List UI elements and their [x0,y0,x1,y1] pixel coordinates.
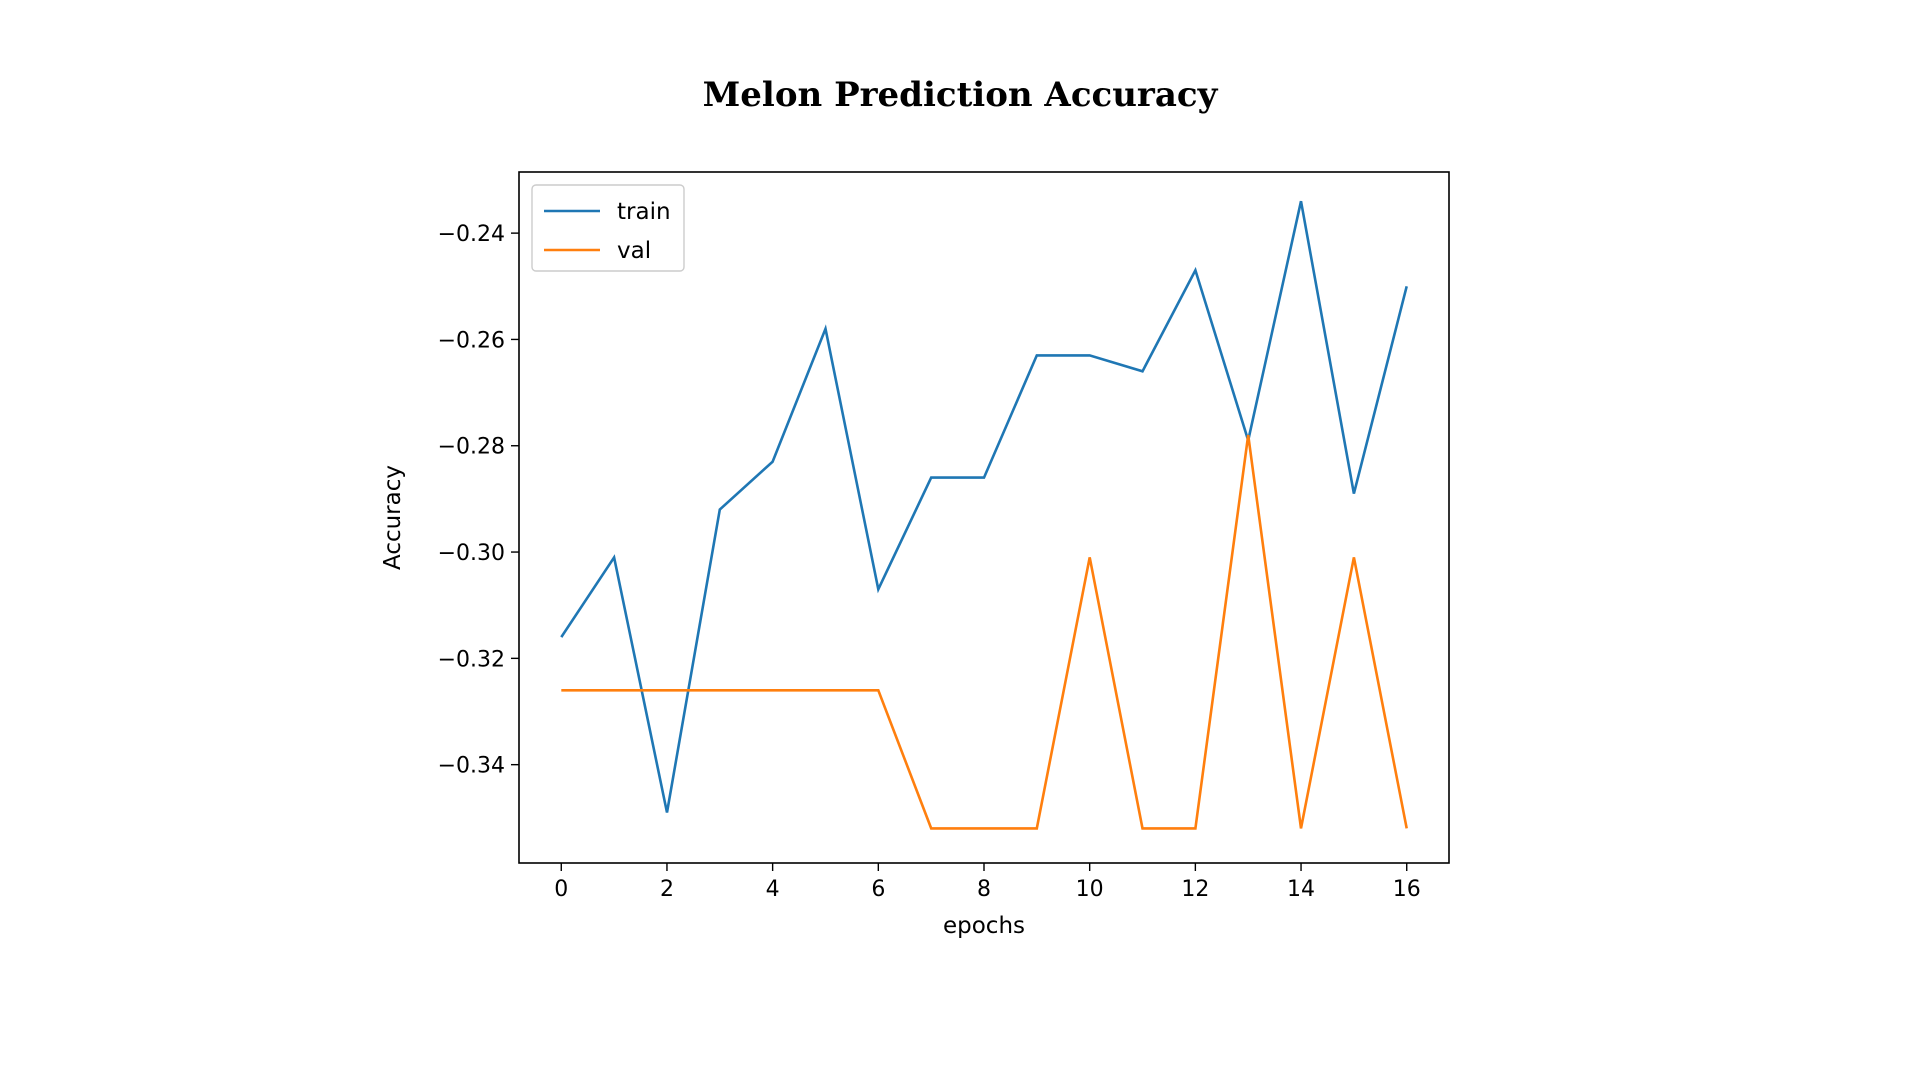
x-tick-label: 8 [977,877,991,902]
legend-box [531,184,685,272]
x-tick-label: 4 [766,877,780,902]
x-tick-label: 0 [554,877,568,902]
y-axis-label: Accuracy [380,465,406,570]
legend-label-val: val [617,238,651,264]
y-tick-label: −0.34 [438,754,505,779]
x-tick-label: 12 [1181,877,1209,902]
x-tick-label: 16 [1393,877,1421,902]
legend-label-train: train [617,199,671,225]
plot-frame [518,171,1450,864]
y-tick-label: −0.26 [438,328,505,353]
y-tick-label: −0.24 [438,222,505,247]
x-tick-label: 10 [1076,877,1104,902]
x-tick-label: 2 [660,877,674,902]
x-tick-label: 14 [1287,877,1315,902]
y-tick-label: −0.32 [438,647,505,672]
series-line-val [561,434,1408,830]
page-title: Melon Prediction Accuracy [702,75,1218,115]
y-tick-label: −0.30 [438,541,505,566]
x-axis-label: epochs [943,913,1025,939]
series-line-train [560,200,1408,813]
x-tick-label: 6 [871,877,885,902]
y-tick-label: −0.28 [438,435,505,460]
